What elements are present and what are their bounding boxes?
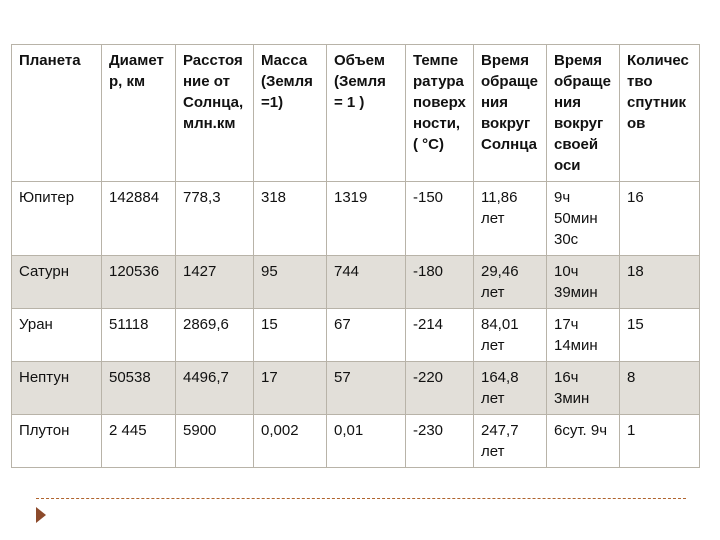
slide-arrow-icon [36,507,46,523]
table-row: Плутон 2 445 5900 0,002 0,01 -230 247,7 … [11,414,700,468]
cell-satellites: 8 [619,361,700,415]
table-row: Нептун 50538 4496,7 17 57 -220 164,8 лет… [11,361,700,415]
cell-diameter: 2 445 [101,414,176,468]
table-row: Сатурн 120536 1427 95 744 -180 29,46 лет… [11,255,700,309]
cell-temperature: -214 [405,308,474,362]
cell-volume: 744 [326,255,406,309]
header-temperature: Температура поверхности, ( °С) [405,44,474,182]
cell-satellites: 16 [619,181,700,256]
cell-orbital-period: 84,01 лет [473,308,547,362]
cell-mass: 17 [253,361,327,415]
cell-planet: Юпитер [11,181,102,256]
cell-planet: Сатурн [11,255,102,309]
cell-temperature: -220 [405,361,474,415]
cell-satellites: 18 [619,255,700,309]
header-rotation-period: Время обращения вокруг своей оси [546,44,620,182]
cell-diameter: 120536 [101,255,176,309]
cell-planet: Уран [11,308,102,362]
cell-diameter: 50538 [101,361,176,415]
cell-rotation-period: 17ч 14мин [546,308,620,362]
cell-temperature: -180 [405,255,474,309]
cell-distance: 1427 [175,255,254,309]
header-distance: Расстояние от Солнца, млн.км [175,44,254,182]
cell-volume: 0,01 [326,414,406,468]
cell-orbital-period: 247,7 лет [473,414,547,468]
table-row: Уран 51118 2869,6 15 67 -214 84,01 лет 1… [11,308,700,362]
cell-rotation-period: 10ч 39мин [546,255,620,309]
cell-distance: 778,3 [175,181,254,256]
cell-distance: 2869,6 [175,308,254,362]
cell-mass: 95 [253,255,327,309]
header-diameter: Диаметр, км [101,44,176,182]
cell-mass: 318 [253,181,327,256]
cell-orbital-period: 11,86 лет [473,181,547,256]
cell-temperature: -150 [405,181,474,256]
table-row: Юпитер 142884 778,3 318 1319 -150 11,86 … [11,181,700,256]
footer-divider [36,498,686,499]
cell-temperature: -230 [405,414,474,468]
cell-volume: 1319 [326,181,406,256]
header-volume: Объем (Земля = 1 ) [326,44,406,182]
planets-table: Планета Диаметр, км Расстояние от Солнца… [11,44,700,468]
cell-satellites: 1 [619,414,700,468]
cell-orbital-period: 164,8 лет [473,361,547,415]
cell-mass: 15 [253,308,327,362]
cell-orbital-period: 29,46 лет [473,255,547,309]
cell-volume: 57 [326,361,406,415]
cell-planet: Нептун [11,361,102,415]
header-orbital-period: Время обращения вокруг Солнца [473,44,547,182]
header-planet: Планета [11,44,102,182]
cell-satellites: 15 [619,308,700,362]
header-mass: Масса (Земля =1) [253,44,327,182]
cell-rotation-period: 9ч 50мин 30с [546,181,620,256]
cell-volume: 67 [326,308,406,362]
cell-mass: 0,002 [253,414,327,468]
cell-rotation-period: 16ч 3мин [546,361,620,415]
cell-distance: 4496,7 [175,361,254,415]
cell-distance: 5900 [175,414,254,468]
cell-rotation-period: 6сут. 9ч [546,414,620,468]
cell-diameter: 51118 [101,308,176,362]
table-header-row: Планета Диаметр, км Расстояние от Солнца… [11,44,700,182]
cell-planet: Плутон [11,414,102,468]
header-satellites: Количество спутников [619,44,700,182]
cell-diameter: 142884 [101,181,176,256]
